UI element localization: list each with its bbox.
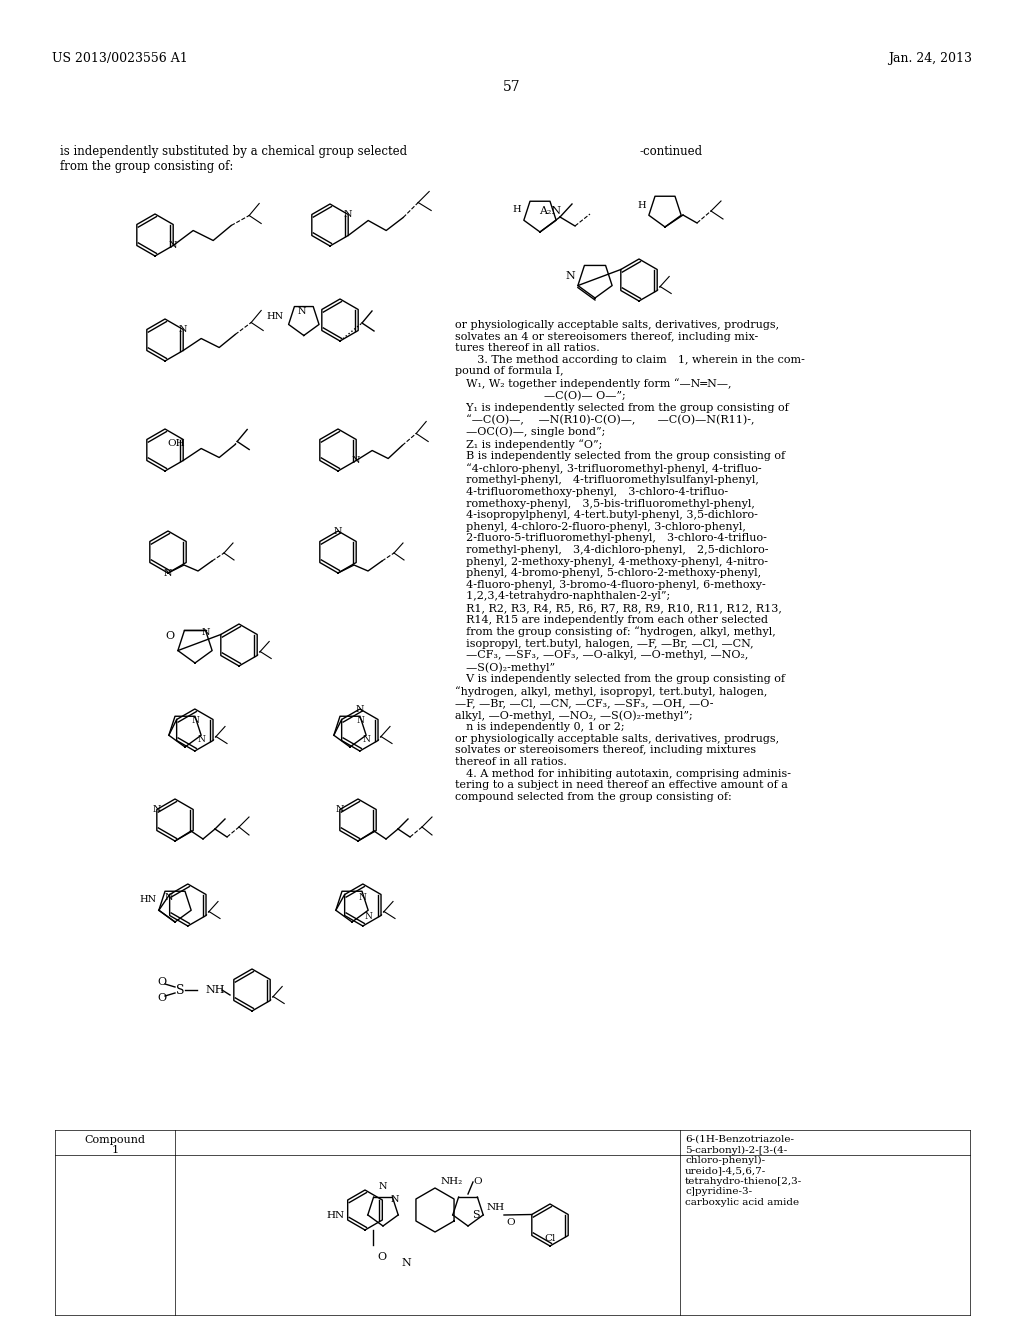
Text: N: N [164, 569, 172, 578]
Text: N: N [391, 1195, 399, 1204]
Text: OH: OH [167, 440, 184, 447]
Text: N: N [336, 805, 344, 814]
Text: Compound: Compound [85, 1135, 145, 1144]
Text: N: N [355, 705, 365, 714]
Text: N: N [344, 210, 352, 219]
Text: is independently substituted by a chemical group selected
from the group consist: is independently substituted by a chemic… [60, 145, 408, 173]
Text: N: N [334, 527, 342, 536]
Text: A₂N: A₂N [539, 206, 561, 216]
Text: N: N [198, 735, 205, 744]
Text: N: N [191, 717, 199, 725]
Text: N: N [362, 735, 370, 744]
Text: N: N [165, 894, 173, 903]
Text: N: N [379, 1181, 387, 1191]
Text: NH: NH [205, 985, 224, 995]
Text: US 2013/0023556 A1: US 2013/0023556 A1 [52, 51, 187, 65]
Text: NH: NH [487, 1204, 505, 1213]
Text: HN: HN [139, 895, 157, 904]
Text: 6-(1H-Benzotriazole-
5-carbonyl)-2-[3-(4-
chloro-phenyl)-
ureido]-4,5,6,7-
tetra: 6-(1H-Benzotriazole- 5-carbonyl)-2-[3-(4… [685, 1135, 802, 1206]
Text: O: O [165, 631, 174, 642]
Text: O: O [473, 1177, 481, 1187]
Text: N: N [202, 628, 210, 638]
Text: O: O [158, 977, 167, 987]
Text: N: N [153, 805, 161, 814]
Text: N: N [358, 894, 366, 903]
Text: S: S [176, 983, 184, 997]
Text: N: N [356, 717, 364, 725]
Text: or physiologically acceptable salts, derivatives, prodrugs,
solvates an 4 or ste: or physiologically acceptable salts, der… [455, 319, 805, 801]
Text: N: N [565, 271, 575, 281]
Text: N: N [352, 455, 360, 465]
Text: S: S [473, 1210, 480, 1220]
Text: HN: HN [327, 1210, 345, 1220]
Text: O: O [506, 1218, 515, 1228]
Text: N: N [297, 306, 306, 315]
Text: 1: 1 [112, 1144, 119, 1155]
Text: O: O [158, 993, 167, 1003]
Text: N: N [365, 912, 372, 921]
Text: N: N [401, 1258, 411, 1269]
Text: H: H [513, 206, 521, 214]
Text: Cl: Cl [545, 1234, 556, 1243]
Text: O: O [377, 1251, 386, 1262]
Text: Jan. 24, 2013: Jan. 24, 2013 [888, 51, 972, 65]
Text: HN: HN [266, 312, 284, 321]
Text: -continued: -continued [640, 145, 703, 158]
Text: 57: 57 [503, 81, 521, 94]
Text: N: N [179, 325, 187, 334]
Text: H: H [638, 201, 646, 210]
Text: NH₂: NH₂ [440, 1177, 463, 1187]
Text: N: N [169, 242, 177, 249]
